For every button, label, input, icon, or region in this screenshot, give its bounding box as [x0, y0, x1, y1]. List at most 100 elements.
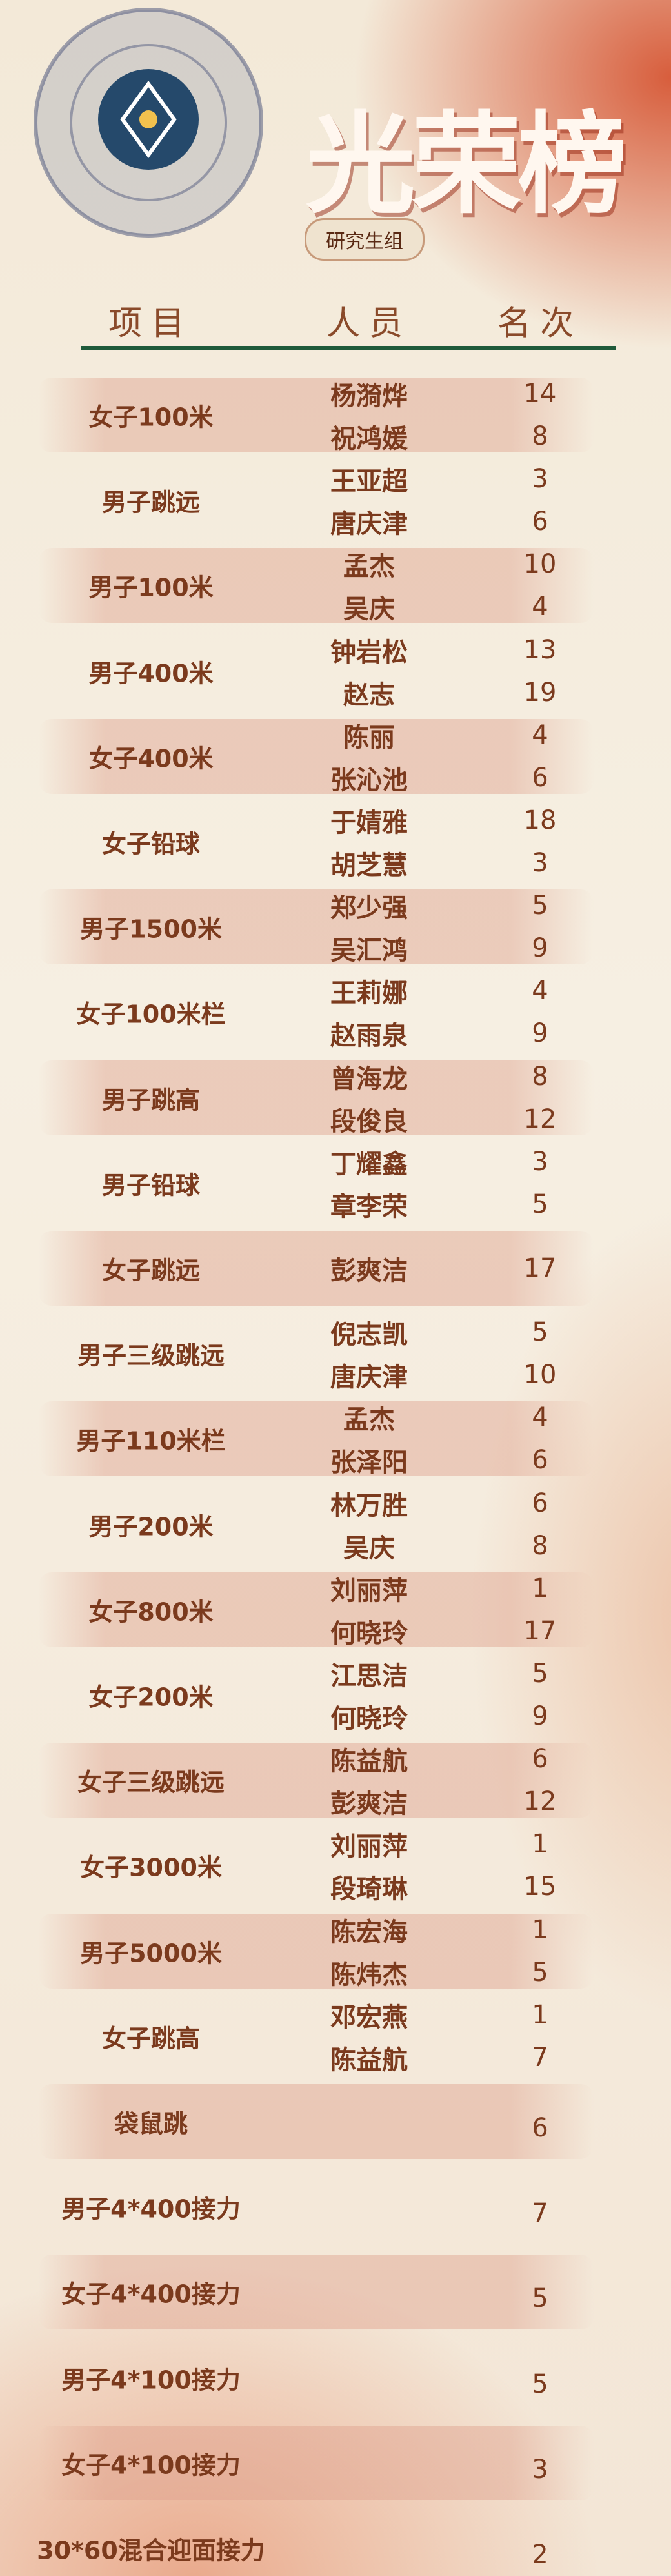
athlete-name: 何晓玲 [330, 1618, 408, 1648]
rank: 8 [532, 1530, 548, 1561]
athlete-name: 陈炜杰 [330, 1960, 408, 1990]
event-name: 女子100米栏 [76, 1000, 226, 1029]
athlete-name: 邓宏燕 [330, 2002, 408, 2033]
rank: 5 [532, 1957, 548, 1987]
athlete-name: 孟杰 [343, 552, 395, 582]
athlete-name: 祝鸿媛 [330, 424, 408, 454]
event-name: 男子100米 [88, 573, 214, 602]
rank: 10 [523, 1360, 557, 1390]
athlete-name: 钟岩松 [330, 637, 408, 667]
rank: 1 [532, 1914, 548, 1945]
group-badge: 研究生组 [305, 218, 425, 261]
athlete-name: 吴汇鸿 [330, 936, 408, 966]
event-name: 女子4*400接力 [61, 2280, 241, 2309]
event-name: 男子4*100接力 [61, 2366, 241, 2395]
athlete-name: 郑少强 [330, 893, 408, 924]
event-name: 女子跳远 [101, 1256, 201, 1285]
poster-title: 光荣榜 [305, 100, 627, 229]
row-band [39, 548, 594, 624]
event-name: 男子1500米 [80, 915, 222, 944]
athlete-name: 唐庆津 [330, 509, 408, 540]
event-name: 男子三级跳远 [77, 1341, 225, 1370]
athlete-name: 王亚超 [330, 467, 408, 497]
rank: 8 [532, 421, 548, 451]
event-name: 男子跳远 [101, 488, 201, 517]
athlete-name: 段琦琳 [330, 1874, 408, 1905]
rank: 5 [532, 1659, 548, 1689]
rank: 4 [532, 720, 548, 750]
column-header: 项目 [108, 304, 194, 343]
athlete-name: 陈宏海 [330, 1917, 408, 1947]
row-band [39, 2255, 594, 2330]
rank: 5 [532, 891, 548, 921]
event-name: 女子铅球 [101, 829, 201, 858]
rank: 1 [532, 2000, 548, 2030]
row-band [39, 1060, 594, 1135]
rank: 10 [523, 549, 557, 580]
event-name: 男子跳高 [101, 1086, 201, 1115]
athlete-name: 章李荣 [330, 1192, 408, 1222]
rank: 19 [523, 677, 557, 707]
rank: 5 [532, 2369, 548, 2399]
athlete-name: 陈益航 [330, 1747, 408, 1777]
athlete-name: 赵志 [343, 680, 395, 710]
event-name: 女子4*100接力 [61, 2451, 241, 2480]
rank: 1 [532, 1573, 548, 1603]
rank: 9 [532, 1019, 548, 1049]
rank: 9 [532, 933, 548, 964]
rank: 17 [523, 1616, 557, 1646]
event-name: 男子400米 [88, 659, 214, 688]
athlete-name: 丁耀鑫 [330, 1149, 408, 1179]
row-band [39, 889, 594, 965]
rank: 15 [523, 1872, 557, 1902]
event-name: 女子800米 [88, 1597, 214, 1627]
athlete-name: 唐庆津 [330, 1363, 408, 1393]
row-band [39, 718, 594, 794]
row-band [39, 2425, 594, 2500]
athlete-name: 张沁池 [330, 765, 408, 795]
rank: 4 [532, 976, 548, 1006]
rank: 3 [532, 2454, 548, 2484]
athlete-name: 彭爽洁 [330, 1789, 408, 1820]
rank: 18 [523, 806, 557, 835]
athlete-name: 王莉娜 [330, 979, 408, 1009]
athlete-name: 倪志凯 [330, 1320, 408, 1350]
rank: 12 [523, 1104, 557, 1134]
column-header: 人员 [326, 304, 412, 343]
column-header: 名次 [497, 304, 583, 343]
rank: 4 [532, 592, 548, 622]
rank: 6 [532, 1488, 548, 1518]
row-band [39, 1572, 594, 1647]
athlete-name: 陈益航 [330, 2045, 408, 2075]
event-name: 女子400米 [88, 744, 214, 773]
athlete-name: 吴庆 [343, 1533, 395, 1563]
row-band [39, 1401, 594, 1477]
rank: 17 [523, 1253, 557, 1283]
rank: 2 [532, 2540, 548, 2570]
athlete-name: 于婧雅 [330, 808, 408, 838]
athlete-name: 何晓玲 [330, 1704, 408, 1734]
athlete-name: 胡芝慧 [330, 851, 408, 880]
row-band [39, 2084, 594, 2160]
event-name: 男子铅球 [101, 1171, 201, 1200]
rank: 14 [523, 379, 557, 409]
event-name: 女子跳高 [101, 2024, 201, 2053]
event-name: 女子100米 [88, 403, 214, 432]
rank: 4 [532, 1403, 548, 1433]
rank: 7 [532, 2042, 548, 2073]
rank: 6 [532, 1744, 548, 1774]
athlete-name: 陈丽 [343, 722, 395, 753]
school-emblem [34, 8, 263, 238]
rank: 1 [532, 1829, 548, 1860]
event-name: 男子5000米 [80, 1939, 222, 1968]
rank: 8 [532, 1061, 548, 1091]
athlete-name: 吴庆 [343, 594, 395, 625]
athlete-name: 刘丽萍 [330, 1832, 408, 1862]
event-name: 女子200米 [88, 1683, 214, 1712]
athlete-name: 孟杰 [343, 1405, 395, 1435]
athlete-name: 曾海龙 [330, 1064, 408, 1094]
row-band [39, 1743, 594, 1818]
athlete-name: 彭爽洁 [330, 1256, 408, 1286]
rank: 6 [532, 762, 548, 793]
